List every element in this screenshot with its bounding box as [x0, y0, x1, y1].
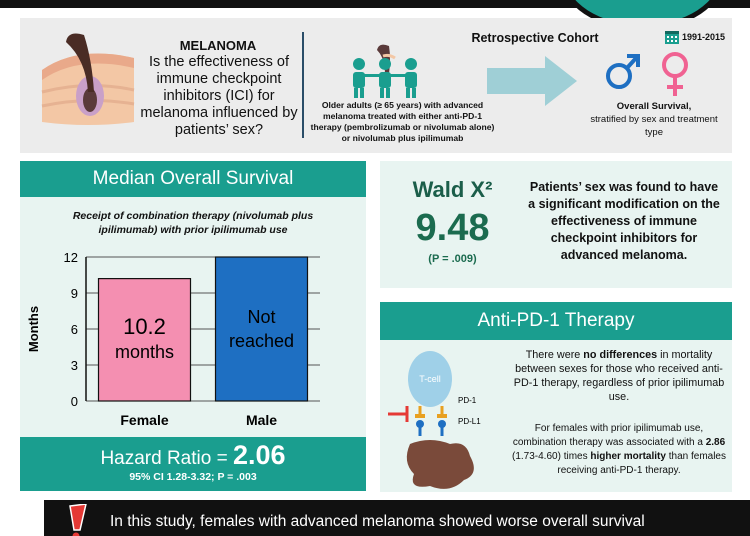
bar-female — [97, 277, 192, 402]
bar-value-label: reached — [229, 331, 294, 351]
y-tick-label: 6 — [71, 322, 78, 337]
y-tick-label: 9 — [71, 286, 78, 301]
mos-title: Median Overall Survival — [20, 161, 366, 197]
p-value: P = .003 — [217, 471, 257, 483]
y-tick-label: 12 — [64, 250, 78, 265]
conclusion-text: In this study, females with advanced mel… — [110, 513, 645, 530]
conclusion-banner: In this study, females with advanced mel… — [44, 500, 750, 536]
header-divider — [302, 32, 304, 138]
x-category-label: Male — [246, 412, 277, 428]
x-category-label: Female — [120, 412, 168, 428]
bar-value-label: months — [115, 342, 174, 362]
study-design-label: Retrospective Cohort — [471, 31, 599, 45]
y-tick-label: 0 — [71, 394, 78, 409]
outcome-detail: stratified by sex and treatment type — [590, 114, 718, 138]
pdl1-label: PD-L1 — [458, 417, 481, 426]
research-question: Is the effectiveness of immune checkpoin… — [140, 54, 298, 138]
outcome-main: Overall Survival, — [616, 101, 692, 112]
arrow-right-icon — [487, 56, 577, 106]
no-difference-text: There were no differences in mortality b… — [513, 349, 725, 403]
hazard-ratio-value: 2.06 — [232, 440, 286, 470]
confidence-interval: 95% CI 1.28-3.32; P = .003 — [20, 471, 366, 483]
wald-finding-text: Patients’ sex was found to have a signif… — [528, 180, 720, 262]
bar-value-label: 10.2 — [123, 314, 166, 339]
outcome-text: Overall Survival, stratified by sex and … — [588, 100, 720, 139]
median-overall-survival-panel: Median Overall Survival Receipt of combi… — [20, 161, 366, 491]
hazard-ratio-bar: Hazard Ratio = 2.06 95% CI 1.28-3.32; P … — [20, 437, 366, 491]
skin-hair-illustration-icon — [41, 33, 135, 126]
hazard-ratio-line: Hazard Ratio = 2.06 — [20, 441, 366, 473]
wald-value: 9.48 — [415, 207, 490, 249]
anti-pd1-title: Anti-PD-1 Therapy — [380, 302, 732, 340]
anti-pd1-panel: Anti-PD-1 Therapy T-cell PD-1 PD-L1 Ther… — [380, 302, 732, 492]
male-symbol-icon — [606, 54, 640, 89]
ci-text: 95% CI 1.28-3.32; — [129, 471, 215, 483]
bar-male — [214, 256, 309, 402]
median-survival-chart: 0 3 6 9 12 Months 10.2 months Female Not reached Ma… — [26, 250, 320, 428]
hazard-ratio-label: Hazard Ratio = — [100, 448, 228, 469]
wald-p-value: (P = .009) — [428, 253, 477, 265]
wald-label: Wald X² — [412, 177, 493, 202]
bar-value-label: Not — [247, 307, 275, 327]
higher-mortality-text: For females with prior ipilimumab use, c… — [512, 423, 726, 476]
calendar-icon — [665, 31, 679, 44]
mos-subtitle: Receipt of combination therapy (nivoluma… — [72, 210, 314, 236]
tcell-illustration-icon: T-cell PD-1 PD-L1 — [388, 351, 481, 489]
study-years: 1991-2015 — [682, 32, 726, 42]
y-axis-label: Months — [26, 306, 41, 352]
melanoma-title: MELANOMA — [179, 38, 257, 53]
y-tick-label: 3 — [71, 358, 78, 373]
tcell-label: T-cell — [419, 374, 441, 384]
study-header: MELANOMA Is the effectiveness of immune … — [20, 18, 732, 153]
female-symbol-icon — [662, 52, 688, 96]
warning-icon — [69, 504, 87, 536]
top-border — [0, 0, 750, 8]
wald-panel: Wald X² 9.48 (P = .009) Patients’ sex wa… — [380, 161, 732, 288]
population-text: Older adults (≥ 65 years) with advanced … — [310, 100, 495, 143]
people-icon — [353, 44, 417, 98]
pd1-label: PD-1 — [458, 396, 477, 405]
